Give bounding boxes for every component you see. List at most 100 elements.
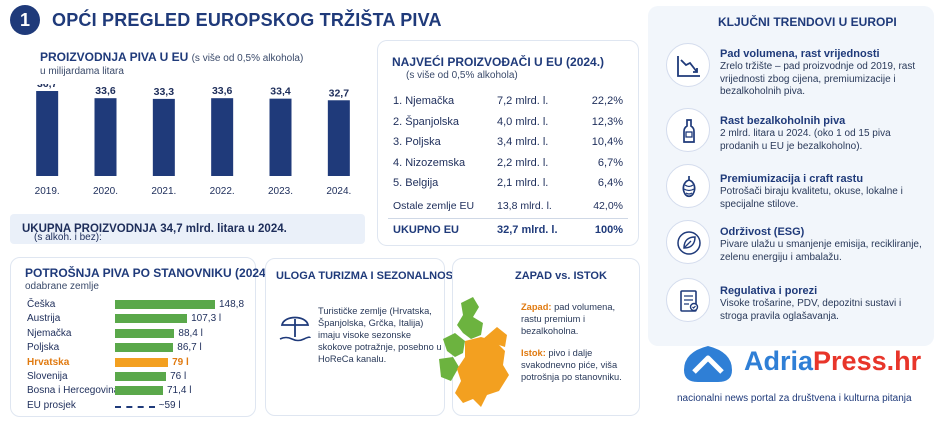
consumption-bar (115, 300, 215, 309)
production-value-label: 32,7 (329, 87, 350, 99)
consumption-value-label: 76 l (170, 371, 187, 382)
producer-total-row: UKUPNO EU 32,7 mlrd. l. 100% (393, 224, 623, 240)
brand-name-part1: Adria (744, 346, 814, 376)
trend-title: Pad volumena, rast vrijednosti (720, 48, 880, 60)
total-production-text: UKUPNA PROIZVODNJA (s alkoh. i bez): 34,… (22, 223, 287, 243)
brand-tagline: nacionalni news portal za društvena i ku… (677, 393, 912, 404)
hops-icon (666, 164, 710, 208)
producer-name: 5. Belgija (393, 177, 439, 189)
production-bar (94, 98, 117, 176)
east-text: pivo i dalje svakodnevno piće, viša potr… (521, 348, 622, 382)
producer-name: 1. Njemačka (393, 95, 455, 107)
production-bar (211, 98, 234, 176)
consumption-country-label: EU prosjek (27, 399, 76, 411)
west-east-title: ZAPAD vs. ISTOK (515, 270, 607, 282)
consumption-country-label: Bosna i Hercegovina (27, 385, 120, 397)
consumption-value-label: 86,7 l (177, 342, 202, 354)
consumption-bar (115, 314, 188, 324)
production-year-label: 2023. (268, 186, 293, 197)
beer-bottle-icon (666, 108, 710, 152)
consumption-bar (115, 386, 163, 396)
production-title: PROIZVODNJA PIVA U EU (s više od 0,5% al… (40, 50, 303, 64)
consumption-bar-chart: Češka 148,8 Austrija 107,3 l Njemačka 88,4 l P… (11, 258, 257, 418)
production-year-label: 2022. (210, 186, 235, 197)
consumption-country-label: Hrvatska (27, 356, 70, 368)
consumption-value-label: 88,4 l (178, 327, 203, 339)
production-value-label: 33,6 (95, 85, 116, 97)
trend-title: Premiumizacija i craft rastu (720, 173, 864, 185)
consumption-bar (115, 357, 169, 367)
producer-share: 22,2% (591, 95, 623, 107)
producer-other-name: Ostale zemlje EU (393, 200, 475, 212)
brand-name: AdriaPress.hr (744, 346, 921, 377)
producer-row: 5. Belgija 2,1 mlrd. l. 6,4% (393, 177, 623, 193)
producers-card: NAJVEĆI PROIZVOĐAČI U EU (2024.) (s više… (377, 40, 639, 246)
consumption-country-label: Slovenija (27, 371, 68, 382)
west-text-block: Zapad: pad volumena, rastu premium i bez… (521, 301, 637, 337)
producer-name: 3. Poljska (393, 136, 441, 148)
europe-map-icon (439, 297, 509, 407)
producer-share: 12,3% (591, 116, 623, 128)
producer-total-share: 100% (594, 224, 623, 236)
consumption-bar (115, 343, 174, 353)
consumption-bar (115, 328, 175, 338)
producer-other-volume: 13,8 mlrd. l. (497, 200, 552, 212)
consumption-value-label: 107,3 l (191, 313, 222, 325)
trend-text: 2 mlrd. litara u 2024. (oko 1 od 15 piva… (720, 128, 891, 152)
production-value-label: 36,7 (37, 84, 58, 90)
regulation-document-icon (666, 278, 710, 322)
trend-title: Regulativa i porezi (720, 285, 818, 297)
consumption-country-label: Njemačka (27, 327, 72, 339)
producers-title: NAJVEĆI PROIZVOĐAČI U EU (2024.) (392, 55, 605, 69)
west-text: pad volumena, rastu premium i bezalkohol… (521, 302, 616, 336)
consumption-bar (115, 405, 155, 408)
producer-total-volume: 32,7 mlrd. l. (497, 224, 558, 236)
trend-text: Visoke trošarine, PDV, depozitni sustavi… (720, 298, 902, 322)
consumption-row: EU prosjek ~59 l (11, 400, 257, 412)
declining-chart-icon (666, 43, 710, 87)
production-bar (152, 98, 175, 176)
production-value-label: 33,3 (154, 86, 175, 98)
producers-note: (s više od 0,5% alkohola) (406, 70, 518, 81)
adriapress-logo-icon (684, 346, 732, 382)
production-title-note: (s više od 0,5% alkohola) (191, 53, 304, 64)
producer-row: 3. Poljska 3,4 mlrd. l. 10,4% (393, 136, 623, 152)
trend-title: Rast bezalkoholnih piva (720, 115, 846, 127)
page-title: OPĆI PREGLED EUROPSKOG TRŽIŠTA PIVA (52, 10, 442, 30)
producer-name: 4. Nizozemska (393, 157, 466, 169)
consumption-card: POTROŠNJA PIVA PO STANOVNIKU (2024.) oda… (10, 257, 273, 418)
beach-umbrella-icon (279, 316, 311, 342)
total-production-label: UKUPNA PROIZVODNJA (22, 223, 158, 235)
producer-row: 4. Nizozemska 2,2 mlrd. l. 6,7% (393, 157, 623, 173)
total-production-value: 34,7 mlrd. litara u 2024. (160, 223, 287, 235)
production-year-label: 2024. (326, 186, 351, 197)
producer-volume: 3,4 mlrd. l. (497, 136, 549, 148)
consumption-row: Austrija 107,3 l (11, 313, 257, 325)
consumption-country-label: Češka (27, 299, 56, 310)
leaf-icon (666, 220, 710, 264)
east-label: Istok: (521, 348, 546, 358)
producer-row: 1. Njemačka 7,2 mlrd. l. 22,2% (393, 95, 623, 111)
production-title-text: PROIZVODNJA PIVA U EU (40, 50, 189, 64)
producer-volume: 7,2 mlrd. l. (497, 95, 549, 107)
tourism-card: ULOGA TURIZMA I SEZONALNOSTI Turističke … (265, 258, 463, 416)
producer-volume: 4,0 mlrd. l. (497, 116, 549, 128)
producer-name: 2. Španjolska (393, 116, 460, 128)
consumption-title: POTROŠNJA PIVA PO STANOVNIKU (2024.) (25, 266, 274, 280)
consumption-row: Bosna i Hercegovina 71,4 l (11, 385, 257, 397)
producer-volume: 2,2 mlrd. l. (497, 157, 549, 169)
brand-name-part2: Press.hr (813, 346, 922, 376)
table-divider (388, 218, 628, 219)
production-bar (327, 100, 350, 176)
producer-volume: 2,1 mlrd. l. (497, 177, 549, 189)
consumption-value-label: 148,8 (219, 299, 245, 310)
tourism-title: ULOGA TURIZMA I SEZONALNOSTI (276, 270, 463, 282)
trend-text: Zrelo tržište – pad proizvodnje od 2019,… (720, 61, 916, 97)
consumption-row: Njemačka 88,4 l (11, 328, 257, 340)
production-year-label: 2020. (93, 186, 118, 197)
consumption-country-label: Poljska (27, 342, 60, 354)
trend-title: Održivost (ESG) (720, 226, 805, 238)
consumption-bar (115, 372, 167, 381)
production-bar-chart: 36,7 2019. 33,6 2020. 33,3 2021. 33,6 2022. 33,4… (35, 84, 352, 197)
trend-text: Potrošači biraju kvalitetu, okuse, lokal… (720, 186, 903, 210)
